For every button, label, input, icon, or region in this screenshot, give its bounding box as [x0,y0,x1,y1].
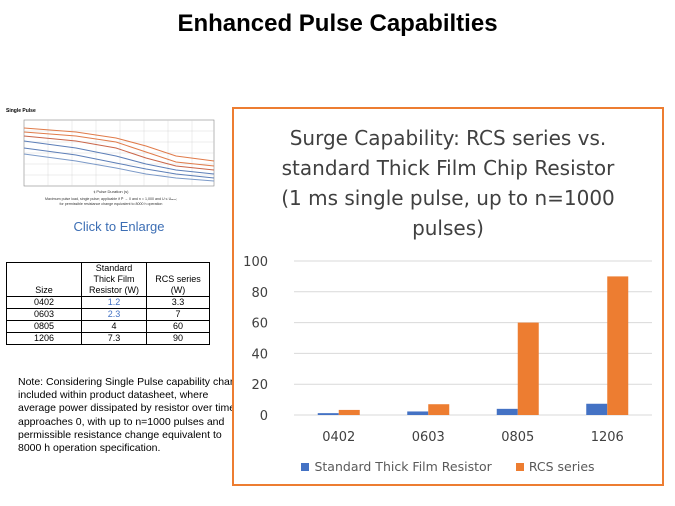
table-cell-standard: 7.3 [81,332,147,345]
x-tick-label: 0805 [501,430,534,445]
table-cell-size: 0805 [6,320,82,333]
table-row: 0402 1.2 3.3 [6,296,210,309]
bar-standard [496,408,518,415]
table-row: 0805 4 60 [6,320,210,333]
table-cell-standard: 1.2 [81,296,147,309]
y-tick-label: 20 [251,378,268,393]
table-row: 0603 2.3 7 [6,308,210,321]
table-header-standard: Standard Thick Film Resistor (W) [81,262,147,297]
single-pulse-thumbnail[interactable]: Single Pulse tᵢ Pulse Duration (s) Maxim… [6,108,216,213]
legend-swatch-standard [301,462,310,471]
bar-rcs [517,322,539,415]
chart-title-line-4: pulses) [412,216,484,240]
y-tick-label: 80 [251,286,268,301]
table-cell-rcs: 60 [146,320,210,333]
table-cell-rcs: 90 [146,332,210,345]
table-cell-standard: 2.3 [81,308,147,321]
note-text: Note: Considering Single Pulse capabilit… [18,376,237,455]
bar-standard [407,411,429,415]
chart-title: Surge Capability: RCS series vs. standar… [234,123,662,243]
table-header-row: Size Standard Thick Film Resistor (W) RC… [6,262,210,297]
slide-title: Enhanced Pulse Capabilties [177,10,498,37]
table-cell-rcs: 3.3 [146,296,210,309]
table-cell-size: 1206 [6,332,82,345]
bar-rcs [607,276,629,415]
legend-label-rcs: RCS series [528,459,595,474]
table-cell-rcs: 7 [146,308,210,321]
thumbnail-caption-2: for permissible resistance change equiva… [60,202,163,206]
x-tick-label: 0603 [412,430,445,445]
table-row: 1206 7.3 90 [6,332,210,345]
surge-capability-chart: Surge Capability: RCS series vs. standar… [232,107,664,486]
y-tick-label: 0 [260,409,268,424]
thumbnail-title: Single Pulse [6,108,36,114]
click-to-enlarge-link[interactable]: Click to Enlarge [73,219,165,234]
y-tick-label: 60 [251,317,268,332]
table-header-rcs: RCS series (W) [146,262,210,297]
bar-standard [586,403,608,415]
x-tick-label: 0402 [322,430,355,445]
table-cell-standard: 4 [81,320,147,333]
chart-title-line-1: Surge Capability: RCS series vs. [289,126,607,150]
bar-rcs [428,404,450,415]
chart-legend: Standard Thick Film Resistor RCS series [234,459,662,474]
chart-title-line-3: (1 ms single pulse, up to n=1000 [281,186,615,210]
bar-chart-plot: 0 20 40 60 80 100 0402 0603 0805 1206 [243,255,652,445]
thumbnail-plot: tᵢ Pulse Duration (s) Maximum pulse load… [23,119,215,206]
chart-title-line-2: standard Thick Film Chip Resistor [281,156,615,180]
x-tick-label: 1206 [591,430,624,445]
thumbnail-x-label: tᵢ Pulse Duration (s) [94,189,130,194]
table-cell-size: 0402 [6,296,82,309]
legend-label-standard: Standard Thick Film Resistor [314,459,492,474]
bar-standard [317,413,339,415]
bar-rcs [338,409,360,415]
legend-swatch-rcs [515,462,524,471]
y-tick-label: 40 [251,347,268,362]
legend-item-rcs: RCS series [515,459,595,474]
pulse-power-table: Size Standard Thick Film Resistor (W) RC… [6,262,210,345]
table-header-size: Size [6,262,82,297]
table-cell-size: 0603 [6,308,82,321]
y-tick-label: 100 [243,255,268,270]
legend-item-standard: Standard Thick Film Resistor [301,459,492,474]
thumbnail-caption-1: Maximum pulse load, single pulse; applic… [45,196,177,201]
